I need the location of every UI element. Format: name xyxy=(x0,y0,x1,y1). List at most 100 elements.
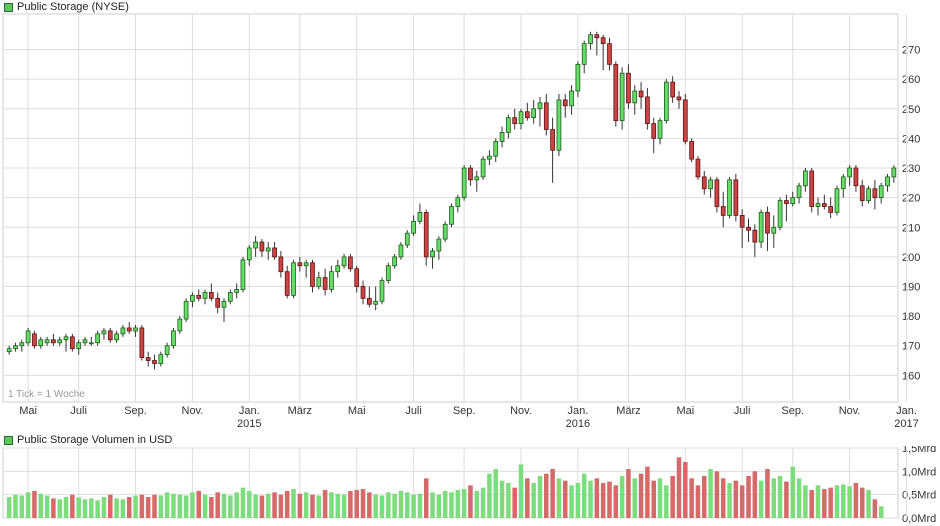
candle-body xyxy=(171,330,176,347)
candle-body xyxy=(474,176,480,181)
volume-y-tick-label: 0,0Mrd xyxy=(902,513,936,525)
candle-up xyxy=(581,40,587,74)
volume-bar xyxy=(265,493,271,518)
volume-bar xyxy=(683,462,688,518)
price-chart: 160 170 180 190 200 210 220 230 240 250 260 270 Mai J… xyxy=(2,13,920,430)
candle-body xyxy=(209,292,214,299)
candle-body xyxy=(246,247,252,261)
candle-body xyxy=(682,99,688,142)
candle-body xyxy=(297,262,303,267)
volume-bar xyxy=(126,497,132,518)
candle-down xyxy=(215,292,221,314)
volume-bar xyxy=(310,494,315,518)
volume-bar xyxy=(727,483,732,518)
candle-up xyxy=(442,221,448,243)
volume-bar xyxy=(234,492,239,518)
volume-bar xyxy=(493,469,499,518)
y-tick-label: 200 xyxy=(902,252,920,264)
candle-body xyxy=(701,176,707,190)
candle-body xyxy=(423,212,429,258)
volume-bar xyxy=(544,473,549,518)
candle-body xyxy=(588,34,593,45)
candle-body xyxy=(177,318,183,332)
volume-bar xyxy=(531,483,536,518)
candle-up xyxy=(727,176,732,219)
volume-bar xyxy=(183,495,189,518)
volume-bar xyxy=(82,499,88,518)
x-year-label: 2017 xyxy=(894,418,918,430)
x-tick-label: Nov. xyxy=(182,405,204,417)
candle-down xyxy=(872,179,878,210)
candle-down xyxy=(297,256,303,272)
candle-body xyxy=(651,123,657,139)
candle-body xyxy=(322,277,328,290)
candle-body xyxy=(487,155,492,160)
candle-up xyxy=(480,156,486,180)
candle-body xyxy=(44,339,50,344)
candle-down xyxy=(272,242,277,260)
candle-body xyxy=(556,99,562,151)
candle-body xyxy=(404,232,410,246)
price-legend: Public Storage (NYSE) xyxy=(4,1,129,13)
x-year-label: 2015 xyxy=(237,418,261,430)
candle-body xyxy=(746,226,751,231)
candle-body xyxy=(215,297,221,308)
x-tick-label: Juli xyxy=(70,405,87,417)
candle-up xyxy=(885,173,890,192)
candle-body xyxy=(847,167,852,178)
volume-bar xyxy=(695,485,701,518)
candle-body xyxy=(657,120,663,139)
candle-up xyxy=(632,85,638,115)
candle-down xyxy=(278,250,284,278)
candle-down xyxy=(354,265,360,293)
x-tick-label: Mai xyxy=(19,405,37,417)
candle-body xyxy=(784,200,789,204)
candle-down xyxy=(32,330,37,349)
candle-body xyxy=(164,345,170,356)
volume-bar xyxy=(316,495,322,518)
y-tick-label: 240 xyxy=(902,133,920,145)
volume-bar xyxy=(107,494,113,518)
candle-up xyxy=(202,289,208,305)
volume-bar xyxy=(247,490,252,518)
candle-down xyxy=(360,280,366,305)
volume-bar xyxy=(594,478,600,518)
volume-bar xyxy=(550,469,555,518)
candle-down xyxy=(139,324,145,361)
candle-body xyxy=(468,167,473,181)
candle-body xyxy=(114,333,119,341)
x-tick-label: Jan. xyxy=(896,405,917,417)
volume-bar xyxy=(689,478,694,518)
candle-body xyxy=(569,90,574,107)
candle-up xyxy=(379,277,385,305)
volume-bar xyxy=(758,480,764,518)
candle-up xyxy=(493,138,499,163)
candle-body xyxy=(303,262,309,267)
candle-up xyxy=(63,333,69,352)
volume-legend-label: Public Storage Volumen in USD xyxy=(17,434,173,446)
candle-down xyxy=(765,206,770,251)
candle-body xyxy=(139,327,145,358)
candle-up xyxy=(171,327,176,349)
volume-bar xyxy=(525,478,530,518)
candle-up xyxy=(803,168,808,192)
x-tick-label: Jan. xyxy=(239,405,260,417)
candle-body xyxy=(278,256,284,273)
candle-up xyxy=(158,351,164,367)
volume-bar xyxy=(575,483,581,518)
volume-bar xyxy=(386,492,391,518)
candle-body xyxy=(689,140,694,160)
candle-body xyxy=(676,96,682,101)
volume-bar xyxy=(379,495,385,518)
candle-down xyxy=(682,93,688,145)
candle-up xyxy=(190,292,195,308)
candle-up xyxy=(88,336,94,346)
candle-down xyxy=(594,31,600,56)
volume-bar xyxy=(866,490,871,518)
green-square-icon xyxy=(4,2,13,12)
volume-bar xyxy=(556,478,562,518)
candle-down xyxy=(676,91,682,109)
candle-up xyxy=(95,330,100,346)
candle-down xyxy=(670,76,676,103)
candle-body xyxy=(632,90,638,104)
